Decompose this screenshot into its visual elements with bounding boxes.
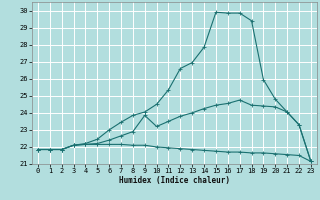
X-axis label: Humidex (Indice chaleur): Humidex (Indice chaleur) xyxy=(119,176,230,185)
